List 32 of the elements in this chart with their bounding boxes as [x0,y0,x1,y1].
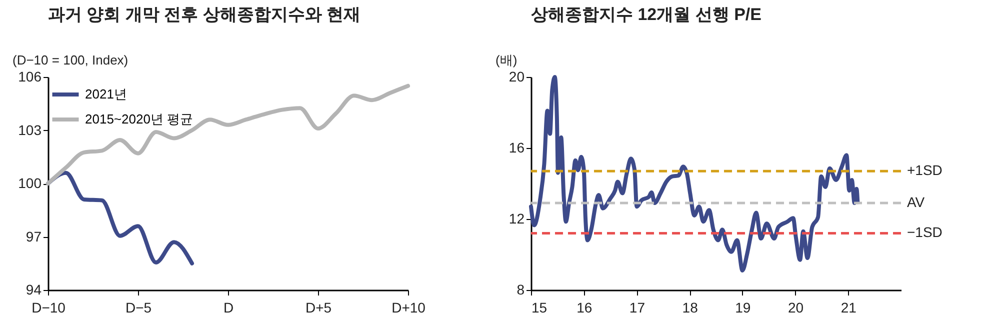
x-tick-label: D+5 [305,300,332,316]
y-axis-title: (D−10 = 100, Index) [12,52,128,68]
y-tick-label: 8 [516,282,525,298]
y-tick-label: 20 [508,68,525,84]
x-tick-label: 21 [840,300,857,316]
y-tick-label: 100 [18,175,42,191]
chart-title: 과거 양회 개막 전후 상해종합지수와 현재 [48,5,361,24]
x-tick-label: D−10 [32,300,66,316]
x-tick-label: 16 [576,300,592,316]
y-tick-label: 16 [508,140,525,156]
y-tick-label: 106 [18,68,42,84]
x-tick-label: 15 [532,300,548,316]
y-tick-label: 103 [18,122,42,138]
x-tick-label: 18 [682,300,698,316]
y-axis-title: (배) [496,52,518,68]
legend-label: 2015~2020년 평균 [85,112,194,126]
line-series [529,75,860,272]
x-tick-label: 19 [735,300,751,316]
y-tick-label: 97 [26,228,42,244]
ref-line-label: AV [907,194,926,210]
x-tick-label: 17 [629,300,646,316]
y-tick-label: 12 [508,210,525,226]
x-tick-label: D+10 [392,300,426,316]
x-tick-label: 20 [788,300,804,316]
x-tick-label: D [223,300,234,316]
ref-line-label: +1SD [907,162,942,178]
x-tick-label: D−5 [125,300,152,316]
line-series [46,84,410,186]
y-tick-label: 94 [26,282,42,298]
chart-title: 상해종합지수 12개월 선행 P/E [531,5,762,24]
ref-line-label: −1SD [907,224,942,240]
legend-label: 2021년 [85,86,127,102]
